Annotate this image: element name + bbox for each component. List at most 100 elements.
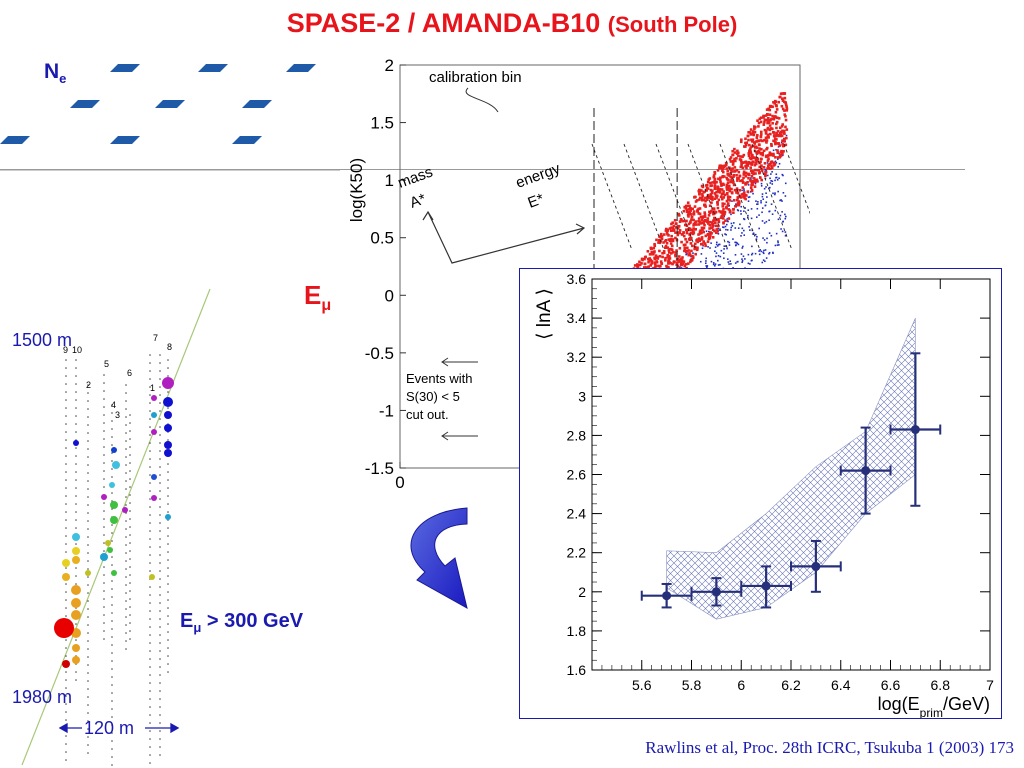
scatter-point-blue bbox=[722, 252, 725, 255]
scatter-point-red bbox=[763, 162, 767, 165]
lna-frame bbox=[591, 278, 991, 671]
scatter-point-red bbox=[649, 247, 653, 251]
scatter-point-red bbox=[717, 220, 721, 224]
scatter-point-blue bbox=[734, 262, 737, 264]
scatter-point-blue bbox=[764, 260, 766, 263]
optical-module bbox=[149, 762, 151, 764]
optical-module bbox=[129, 558, 131, 560]
surface-line-ext bbox=[0, 169, 965, 170]
scatter-point-red bbox=[785, 105, 788, 108]
optical-module bbox=[129, 630, 131, 632]
scatter-point-red bbox=[714, 221, 717, 225]
string-num-7: 7 bbox=[153, 333, 158, 343]
scatter-point-blue bbox=[758, 214, 760, 216]
scatter-point-red bbox=[746, 190, 750, 193]
optical-module bbox=[103, 430, 105, 432]
scatter-point-red bbox=[664, 259, 667, 262]
scatter-point-red bbox=[721, 170, 725, 174]
scatter-point-blue bbox=[761, 220, 764, 222]
scatter-point-red bbox=[688, 208, 691, 211]
scatter-point-red bbox=[764, 136, 768, 140]
scatter-point-red bbox=[715, 190, 718, 194]
optical-module bbox=[87, 456, 89, 458]
optical-module bbox=[149, 530, 151, 532]
energy-bin-edge bbox=[719, 143, 761, 251]
scatter-point-red bbox=[735, 198, 739, 202]
scatter-point-red bbox=[760, 169, 764, 172]
optical-module bbox=[65, 743, 67, 745]
optical-module bbox=[159, 386, 161, 388]
scatter-point-red bbox=[765, 154, 768, 158]
spase-paddle bbox=[198, 64, 228, 72]
energy-bin-edge bbox=[751, 143, 793, 251]
scatter-point-blue bbox=[760, 201, 762, 204]
scatter-point-red bbox=[753, 127, 756, 131]
scatter-point-red bbox=[674, 231, 677, 234]
scatter-point-red bbox=[689, 209, 692, 212]
scatter-point-red bbox=[781, 99, 785, 102]
optical-module bbox=[149, 594, 151, 596]
cut-label-1: Events with bbox=[406, 371, 472, 386]
scatter-point-red bbox=[711, 210, 715, 214]
scatter-point-blue bbox=[761, 207, 764, 209]
scatter-point-red bbox=[762, 149, 766, 153]
scatter-point-red bbox=[699, 229, 702, 232]
scatter-point-red bbox=[753, 168, 757, 172]
scatter-point-red bbox=[742, 195, 745, 198]
scatter-point-red bbox=[741, 166, 745, 170]
scatter-point-red bbox=[742, 176, 745, 180]
scatter-point-red bbox=[686, 201, 690, 205]
scatter-point-red bbox=[746, 172, 749, 176]
scatter-point-red bbox=[773, 137, 777, 141]
optical-module bbox=[111, 468, 113, 470]
cut-label-2: S(30) < 5 bbox=[406, 389, 460, 404]
scatter-point-red bbox=[667, 258, 671, 261]
scatter-point-red bbox=[739, 165, 743, 169]
spase-paddle bbox=[155, 100, 185, 108]
scatter-point-red bbox=[766, 154, 770, 158]
scatter-point-red bbox=[754, 158, 758, 161]
lna-data-point bbox=[740, 565, 792, 609]
scatter-point-red bbox=[665, 230, 669, 234]
scatter-point-red bbox=[677, 224, 681, 228]
optical-module bbox=[75, 639, 77, 641]
scatter-point-red bbox=[708, 223, 712, 227]
scatter-point-red bbox=[716, 187, 719, 191]
scatter-point-red bbox=[697, 223, 701, 226]
optical-module bbox=[125, 488, 127, 490]
scatter-point-red bbox=[721, 217, 725, 220]
optical-module bbox=[149, 378, 151, 380]
optical-module bbox=[65, 471, 67, 473]
scatter-point-red bbox=[708, 210, 711, 214]
optical-module bbox=[65, 647, 67, 649]
scatter-point-red bbox=[721, 175, 724, 179]
scatter-point-blue bbox=[765, 201, 768, 204]
scatter-point-red bbox=[734, 159, 737, 163]
scatter-point-red bbox=[741, 161, 745, 165]
scatter-point-red bbox=[720, 214, 724, 218]
scatter-point-red bbox=[675, 222, 678, 226]
optical-module bbox=[65, 695, 67, 697]
scatter-point-blue bbox=[725, 245, 727, 247]
scatter-point-blue bbox=[777, 165, 779, 168]
scatter-point-red bbox=[680, 218, 683, 222]
optical-module bbox=[125, 528, 127, 530]
scatter-point-red bbox=[670, 239, 674, 242]
scatter-point-blue bbox=[728, 204, 730, 207]
scatter-point-red bbox=[757, 139, 761, 143]
scatter-point-red bbox=[719, 164, 722, 167]
scatter-point-red bbox=[715, 218, 718, 222]
optical-module bbox=[149, 746, 151, 748]
scatter-point-red bbox=[761, 139, 764, 143]
optical-module bbox=[159, 650, 161, 652]
scatter-point-blue bbox=[692, 252, 694, 254]
scatter-point-red bbox=[756, 168, 759, 172]
scatter-point-blue bbox=[756, 207, 759, 210]
curved-arrow-icon bbox=[410, 507, 468, 609]
scatter-point-blue bbox=[780, 141, 783, 144]
scatter-point-red bbox=[756, 157, 759, 161]
optical-module bbox=[159, 506, 161, 508]
optical-module bbox=[167, 487, 169, 489]
scatter-point-blue bbox=[732, 267, 734, 269]
scatter-point-red bbox=[751, 160, 755, 164]
